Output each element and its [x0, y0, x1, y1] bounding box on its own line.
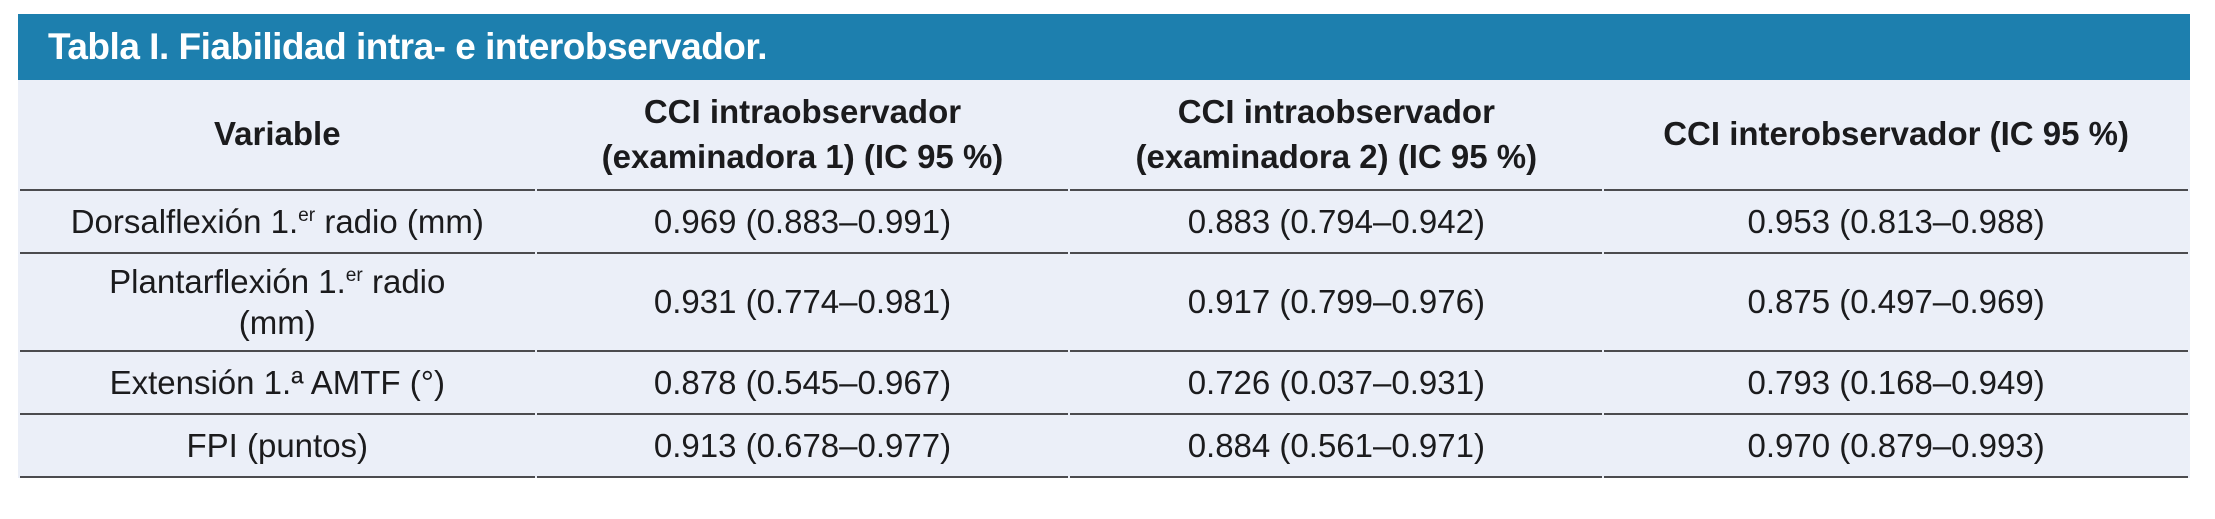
cell-cci-inter: 0.793 (0.168–0.949) — [1604, 352, 2188, 415]
cell-cci-inter: 0.970 (0.879–0.993) — [1604, 415, 2188, 478]
col-header-line: CCI intraobservador — [1177, 92, 1495, 130]
col-header-variable: Variable — [20, 80, 535, 191]
cell-variable: Plantarflexión 1.er radio (mm) — [20, 254, 535, 352]
cell-cci-intra-2: 0.726 (0.037–0.931) — [1070, 352, 1603, 415]
cell-cci-intra-1: 0.969 (0.883–0.991) — [536, 191, 1069, 254]
table-row-dorsalflexion: Dorsalflexión 1.er radio (mm) 0.969 (0.8… — [20, 191, 2188, 254]
cell-cci-intra-1: 0.913 (0.678–0.977) — [536, 415, 1069, 478]
ordinal-superscript: er — [345, 264, 363, 286]
cell-cci-intra-2: 0.884 (0.561–0.971) — [1070, 415, 1603, 478]
col-header-line: CCI interobservador (IC 95 %) — [1663, 115, 2129, 153]
table-row-extension: Extensión 1.ª AMTF (°) 0.878 (0.545–0.96… — [20, 352, 2188, 415]
cell-variable: FPI (puntos) — [20, 415, 535, 478]
cell-variable: Extensión 1.ª AMTF (°) — [20, 352, 535, 415]
col-header-cci-intra-2: CCI intraobservador (examinadora 2) (IC … — [1070, 80, 1603, 191]
variable-label: Extensión 1.ª AMTF (°) — [109, 363, 445, 401]
col-header-line: (examinadora 1) (IC 95 %) — [601, 137, 1004, 175]
table-title: Tabla I. Fiabilidad intra- e interobserv… — [48, 26, 768, 67]
variable-label: FPI (puntos) — [186, 426, 369, 464]
variable-label-line2: (mm) — [238, 304, 316, 341]
cell-cci-intra-1: 0.931 (0.774–0.981) — [536, 254, 1069, 352]
cell-cci-intra-2: 0.883 (0.794–0.942) — [1070, 191, 1603, 254]
reliability-table: Variable CCI intraobservador (examinador… — [18, 80, 2190, 478]
cell-cci-intra-2: 0.917 (0.799–0.976) — [1070, 254, 1603, 352]
col-header-line: Variable — [213, 115, 341, 153]
cell-cci-inter: 0.953 (0.813–0.988) — [1604, 191, 2188, 254]
col-header-cci-intra-1: CCI intraobservador (examinadora 1) (IC … — [536, 80, 1069, 191]
table-row-fpi: FPI (puntos) 0.913 (0.678–0.977) 0.884 (… — [20, 415, 2188, 478]
table-row-plantarflexion: Plantarflexión 1.er radio (mm) 0.931 (0.… — [20, 254, 2188, 352]
table-title-bar: Tabla I. Fiabilidad intra- e interobserv… — [18, 14, 2190, 80]
ordinal-superscript: er — [298, 204, 316, 226]
table-card: Tabla I. Fiabilidad intra- e interobserv… — [18, 14, 2190, 478]
col-header-cci-inter: CCI interobservador (IC 95 %) — [1604, 80, 2188, 191]
cell-cci-inter: 0.875 (0.497–0.969) — [1604, 254, 2188, 352]
cell-cci-intra-1: 0.878 (0.545–0.967) — [536, 352, 1069, 415]
variable-label: Dorsalflexión 1.er radio (mm) — [70, 202, 484, 240]
col-header-line: CCI intraobservador — [643, 92, 962, 130]
cell-variable: Dorsalflexión 1.er radio (mm) — [20, 191, 535, 254]
variable-label: Plantarflexión 1.er radio — [109, 262, 446, 300]
header-row: Variable CCI intraobservador (examinador… — [20, 80, 2188, 191]
col-header-line: (examinadora 2) (IC 95 %) — [1135, 137, 1538, 175]
